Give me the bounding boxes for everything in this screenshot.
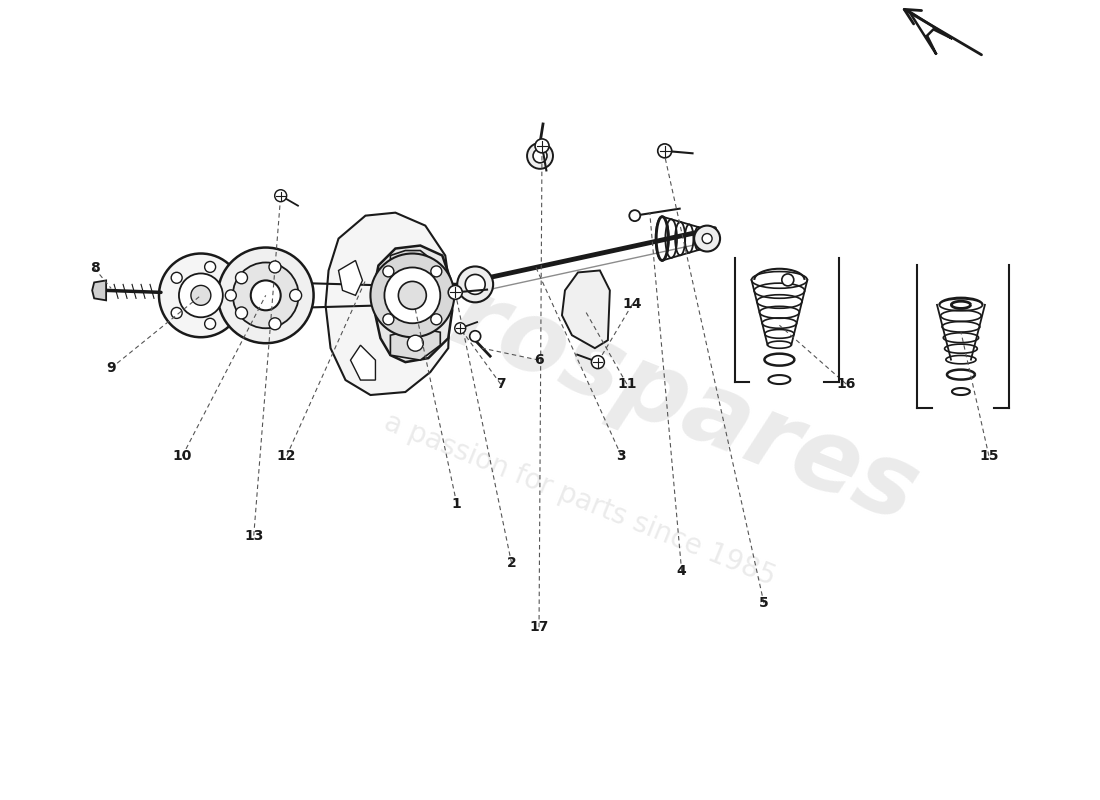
Polygon shape xyxy=(92,281,106,300)
Circle shape xyxy=(275,190,287,202)
Text: 4: 4 xyxy=(676,565,686,578)
Circle shape xyxy=(226,290,236,301)
Circle shape xyxy=(235,307,248,319)
Text: 8: 8 xyxy=(90,262,99,275)
Circle shape xyxy=(172,307,183,318)
Text: eurospares: eurospares xyxy=(308,217,932,543)
Circle shape xyxy=(702,234,712,243)
Text: 16: 16 xyxy=(837,377,856,391)
Circle shape xyxy=(371,254,454,338)
Circle shape xyxy=(289,290,301,302)
Text: 10: 10 xyxy=(173,449,192,463)
Circle shape xyxy=(383,314,394,325)
Circle shape xyxy=(694,226,720,251)
Text: 1: 1 xyxy=(452,497,462,510)
Circle shape xyxy=(205,318,216,330)
Circle shape xyxy=(235,272,248,284)
Polygon shape xyxy=(390,250,430,273)
Text: 17: 17 xyxy=(529,620,549,634)
Circle shape xyxy=(431,266,442,277)
Circle shape xyxy=(383,266,394,277)
Circle shape xyxy=(179,274,223,318)
Circle shape xyxy=(470,330,481,342)
Circle shape xyxy=(592,356,604,369)
Polygon shape xyxy=(373,246,452,362)
Circle shape xyxy=(270,261,280,273)
Circle shape xyxy=(527,143,553,169)
Circle shape xyxy=(535,139,549,153)
Text: 6: 6 xyxy=(535,353,543,367)
Circle shape xyxy=(233,262,298,328)
Circle shape xyxy=(449,286,462,299)
Text: 12: 12 xyxy=(277,449,296,463)
Text: 9: 9 xyxy=(107,361,116,375)
Circle shape xyxy=(407,335,424,351)
Polygon shape xyxy=(339,261,363,295)
Text: a passion for parts since 1985: a passion for parts since 1985 xyxy=(381,408,780,591)
Polygon shape xyxy=(390,328,440,360)
Polygon shape xyxy=(562,270,609,348)
Text: 14: 14 xyxy=(623,298,642,311)
Circle shape xyxy=(629,210,640,221)
Circle shape xyxy=(534,149,547,163)
Text: 13: 13 xyxy=(244,529,263,542)
Circle shape xyxy=(160,254,243,338)
Text: 3: 3 xyxy=(616,449,626,463)
Text: 7: 7 xyxy=(496,377,505,391)
Polygon shape xyxy=(326,213,450,395)
Circle shape xyxy=(384,267,440,323)
Circle shape xyxy=(398,282,427,310)
Circle shape xyxy=(251,281,280,310)
Text: 5: 5 xyxy=(759,596,769,610)
Circle shape xyxy=(191,286,211,306)
Circle shape xyxy=(782,274,794,286)
Circle shape xyxy=(270,318,280,330)
Circle shape xyxy=(454,322,465,334)
Circle shape xyxy=(172,272,183,283)
Circle shape xyxy=(431,314,442,325)
Circle shape xyxy=(465,274,485,294)
Circle shape xyxy=(205,262,216,273)
Text: 2: 2 xyxy=(507,557,517,570)
Circle shape xyxy=(218,247,314,343)
Text: 15: 15 xyxy=(979,449,999,463)
Circle shape xyxy=(458,266,493,302)
Polygon shape xyxy=(351,345,375,380)
Circle shape xyxy=(658,144,672,158)
Text: 11: 11 xyxy=(617,377,637,391)
